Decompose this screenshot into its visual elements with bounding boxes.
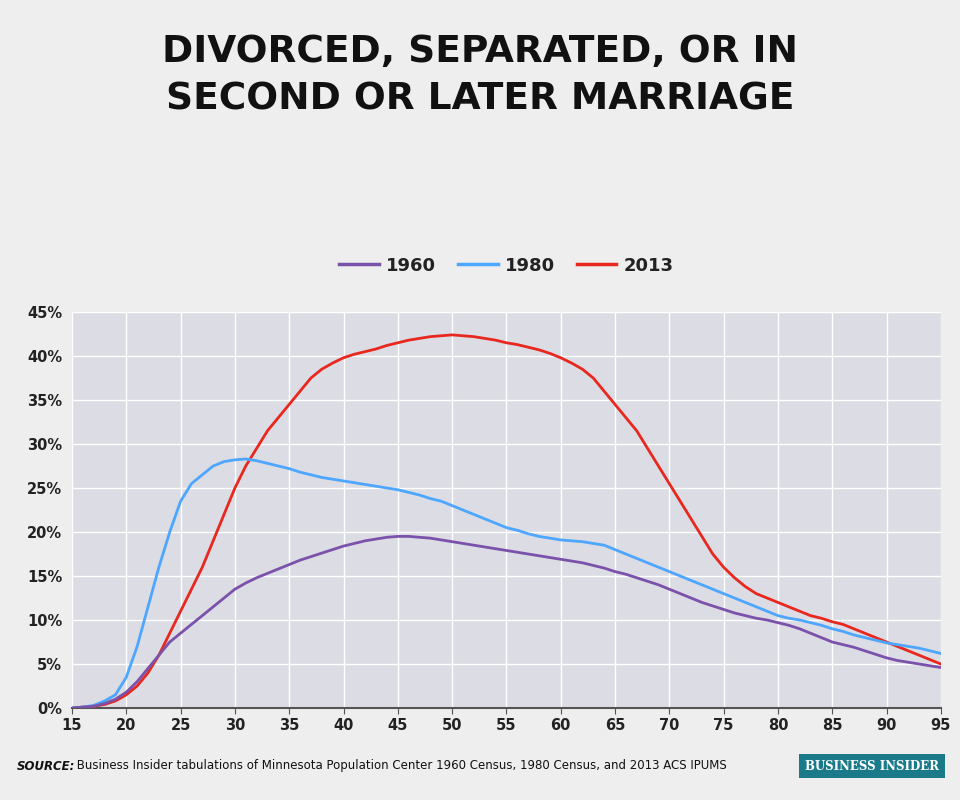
Text: SOURCE:: SOURCE: bbox=[17, 759, 76, 773]
Text: SECOND OR LATER MARRIAGE: SECOND OR LATER MARRIAGE bbox=[166, 82, 794, 118]
Text: BUSINESS INSIDER: BUSINESS INSIDER bbox=[804, 759, 939, 773]
Text: DIVORCED, SEPARATED, OR IN: DIVORCED, SEPARATED, OR IN bbox=[162, 34, 798, 70]
Legend: 1960, 1980, 2013: 1960, 1980, 2013 bbox=[332, 250, 681, 282]
Text: Business Insider tabulations of Minnesota Population Center 1960 Census, 1980 Ce: Business Insider tabulations of Minnesot… bbox=[73, 759, 727, 773]
